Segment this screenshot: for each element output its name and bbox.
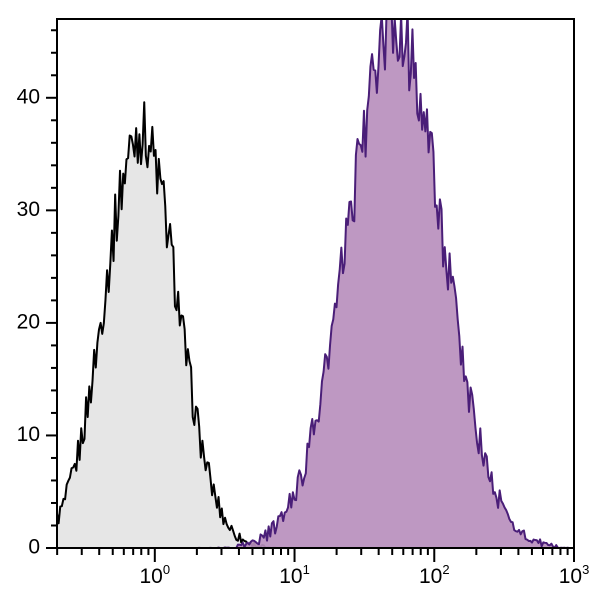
y-tick-label: 0 — [28, 536, 40, 559]
y-tick-label: 20 — [17, 310, 40, 333]
x-tick-label: 103 — [559, 562, 590, 588]
flow-cytometry-histogram: 0 10 20 30 40 100 101 102 103 — [0, 0, 600, 592]
x-tick-label: 100 — [140, 562, 171, 588]
x-tick-label: 101 — [279, 562, 310, 588]
y-tick-label: 10 — [17, 423, 40, 446]
x-tick-label: 102 — [419, 562, 450, 588]
y-tick-label: 30 — [17, 198, 40, 221]
y-tick-label: 40 — [17, 85, 40, 108]
